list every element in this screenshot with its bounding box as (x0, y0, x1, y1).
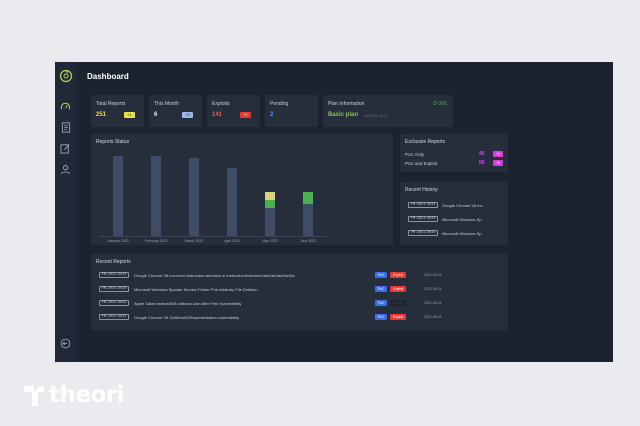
stat-card-total-reports[interactable]: Total Reports 251 +1 (91, 95, 144, 127)
poc-tag: PoC (375, 314, 387, 320)
stat-value: 2 (270, 112, 274, 118)
report-date: 2021.06.01 (424, 273, 442, 277)
stat-badge: +1 (124, 112, 135, 118)
stat-value: 141 (212, 112, 223, 118)
exclusive-row-value: 50 (479, 160, 485, 166)
poc-tag: PoC (375, 286, 387, 292)
stat-card-exploits[interactable]: Exploits 141 +1 (207, 95, 260, 127)
stat-value: 6 (154, 112, 158, 118)
exclusive-row-badge: +0 (493, 160, 503, 166)
bar-segment-base[interactable] (151, 156, 161, 236)
report-id-tag: FM-2021-0020 (408, 216, 439, 222)
report-id-tag: FM-2021-0020 (99, 286, 130, 292)
stat-badge: +1 (240, 112, 251, 118)
app-window: Dashboard Total Reports 251 +1 This Mont… (55, 62, 613, 362)
stat-card-pending[interactable]: Pending 2 (265, 95, 318, 127)
bar-segment-base[interactable] (227, 168, 237, 236)
edit-icon[interactable] (59, 142, 72, 155)
recent-history-title: Recent History (405, 187, 438, 193)
x-tick-label: January 2023 (107, 239, 129, 243)
plan-label: Plan Information (328, 101, 365, 107)
recent-report-item[interactable]: Microsoft Windows Spooler Service Printe… (134, 287, 258, 292)
user-icon[interactable] (59, 163, 72, 176)
report-id-tag: FM-2021-0024 (408, 202, 439, 208)
logout-icon[interactable] (59, 337, 72, 350)
stat-card-this-month[interactable]: This Month 6 +0 (149, 95, 202, 127)
report-date: 2021.06.01 (424, 315, 442, 319)
report-id-tag: FM-2021-0024 (99, 272, 130, 278)
bar-segment-green[interactable] (303, 192, 313, 204)
plan-information-card[interactable]: Plan Information D-366 Basic plan until … (323, 95, 453, 127)
report-date: 2021.06.01 (424, 301, 442, 305)
history-item[interactable]: Microsoft Windows Sp (442, 217, 482, 222)
recent-history-card: Recent History FM-2021-0024 Google Chrom… (400, 182, 508, 245)
exclusive-row-value: 40 (479, 151, 485, 157)
x-tick-label: April 2023 (224, 239, 240, 243)
x-tick-label: May 2023 (262, 239, 278, 243)
exploit-tag: Exploit (390, 314, 406, 320)
sidebar (55, 62, 76, 362)
bar-segment-base[interactable] (189, 157, 199, 236)
recent-report-item[interactable]: Google Chrome V8 incorrect instruction s… (134, 273, 295, 278)
speedometer-icon[interactable] (59, 100, 72, 113)
plan-until: until 2026.06.21 (363, 114, 388, 118)
exploit-tag: Exploit (390, 272, 406, 278)
report-id-tag: FM-2021-0022 (99, 300, 130, 306)
stat-label: Pending (270, 101, 289, 107)
history-item[interactable]: Microsoft Windows Sp (442, 231, 482, 236)
x-tick-label: March 2023 (184, 239, 204, 243)
compass-logo-icon[interactable] (58, 68, 73, 83)
theori-brand: theori (24, 382, 125, 408)
theori-logo-icon (24, 386, 44, 406)
reports-status-card: Reports Status January 2023 February 2023… (91, 134, 393, 245)
exclusive-reports-card: Exclusive Reports PoC Only 40 +1 PoC and… (400, 134, 508, 172)
recent-reports-card: Recent Reports FM-2021-0024 Google Chrom… (91, 254, 508, 330)
bar-segment-base[interactable] (303, 204, 313, 236)
x-tick-label: February 2023 (144, 239, 168, 243)
bar-segment-base[interactable] (113, 156, 123, 236)
report-id-tag: FM-2021-0020 (408, 230, 439, 236)
recent-report-item[interactable]: Apple Safari IndexedDB rollback Use Afte… (134, 301, 242, 306)
exclusive-row-badge: +1 (493, 151, 503, 157)
brand-name: theori (49, 382, 125, 408)
recent-reports-title: Recent Reports (96, 259, 131, 265)
stat-badge: +0 (182, 112, 193, 118)
exclusive-reports-title: Exclusive Reports (405, 139, 446, 145)
plan-name: Basic plan (328, 112, 359, 118)
recent-report-item[interactable]: Google Chrome V8 GetWord32Representation… (134, 315, 240, 320)
bar-segment-yellow[interactable] (265, 192, 275, 200)
exploit-tag: Exploit (390, 300, 406, 306)
stat-label: This Month (154, 101, 179, 107)
exclusive-row-label: PoC Only (405, 152, 425, 157)
poc-tag: PoC (375, 300, 387, 306)
report-id-tag: FM-2021-0021 (99, 314, 130, 320)
x-tick-label: June 2023 (299, 239, 317, 243)
report-date: 2021.06.01 (424, 287, 442, 291)
page-title: Dashboard (87, 72, 129, 81)
history-item[interactable]: Google Chrome V8 inc (442, 203, 483, 208)
bar-segment-base[interactable] (265, 208, 275, 236)
stat-label: Exploits (212, 101, 230, 107)
chart-x-axis (99, 236, 327, 237)
stat-value: 251 (96, 112, 107, 118)
reports-status-title: Reports Status (96, 139, 130, 145)
bar-segment-green[interactable] (265, 200, 275, 208)
reports-status-chart: January 2023 February 2023 March 2023 April… (91, 134, 393, 245)
poc-tag: PoC (375, 272, 387, 278)
exclusive-row-label: PoC and Exploit (405, 161, 438, 166)
document-icon[interactable] (59, 121, 72, 134)
plan-days: D-366 (433, 101, 447, 107)
stat-label: Total Reports (96, 101, 126, 107)
exploit-tag: Exploit (390, 286, 406, 292)
